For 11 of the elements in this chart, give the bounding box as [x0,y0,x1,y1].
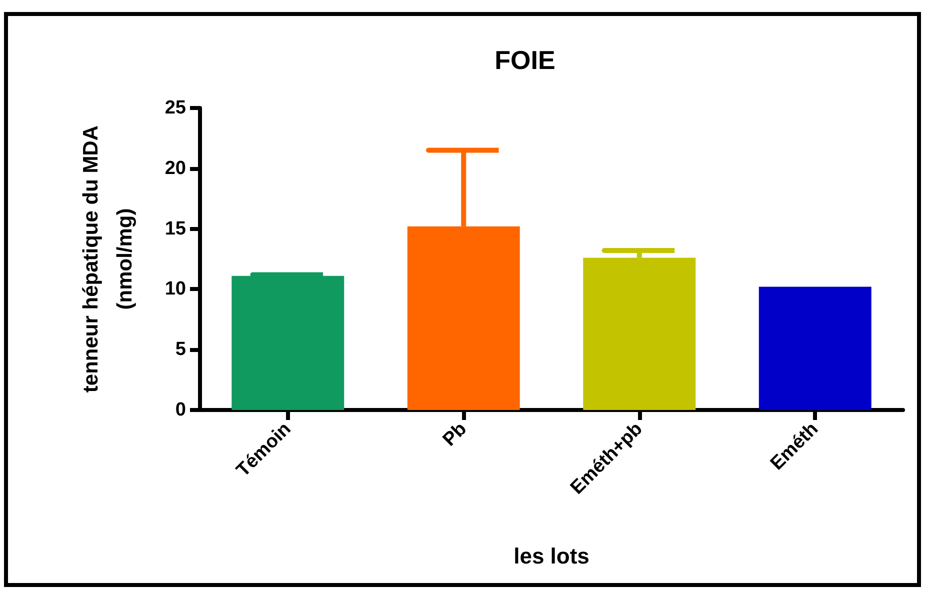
y-tick-label: 0 [175,400,186,420]
chart-title: FOIE [494,45,556,75]
bar [758,286,872,410]
y-tick-label: 15 [164,218,186,240]
y-tick-label: 20 [164,158,186,179]
x-tick-label: Pb [439,418,472,451]
y-tick-label: 25 [164,98,186,118]
y-tick-label: 10 [164,278,186,300]
x-axis-title: les lots [514,544,590,568]
y-tick-label: 5 [175,339,186,360]
y-axis-title: tenneur hépatique du MDA (nmol/mg) [80,125,136,393]
